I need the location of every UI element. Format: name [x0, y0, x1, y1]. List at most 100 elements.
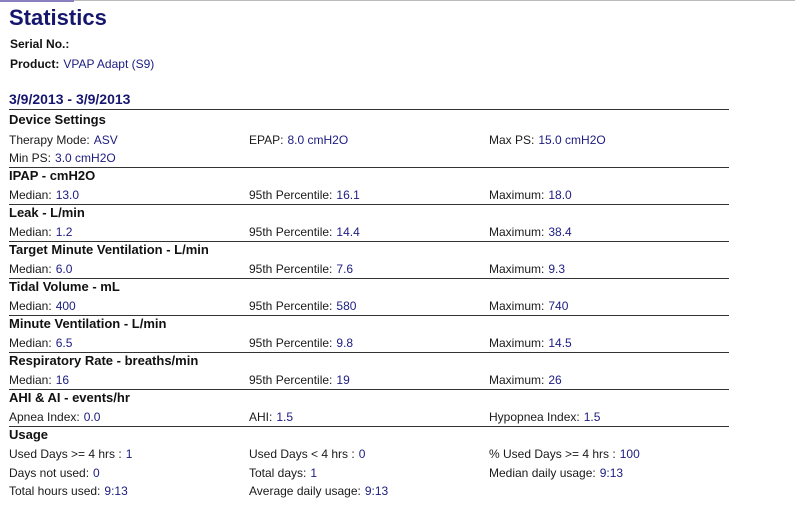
stat-item: Maximum: 38.4	[489, 224, 572, 240]
stat-value: 14.4	[336, 225, 360, 239]
stat-label: Median:	[9, 188, 52, 202]
stat-label: Median:	[9, 225, 52, 239]
section-rule	[9, 425, 729, 427]
stat-item: Median: 6.5	[9, 335, 72, 351]
product-line: Product: VPAP Adapt (S9)	[10, 56, 154, 72]
stat-label: 95th Percentile:	[249, 225, 333, 239]
date-rule	[9, 109, 729, 110]
product-label: Product:	[10, 57, 60, 71]
stat-item: Median: 13.0	[9, 187, 79, 203]
stat-item: Maximum: 740	[489, 298, 568, 314]
stat-label: Hypopnea Index:	[489, 410, 580, 424]
stat-label: AHI:	[249, 410, 273, 424]
stat-item: AHI: 1.5	[249, 409, 293, 425]
section-rule	[9, 166, 729, 168]
stat-value: 15.0 cmH2O	[538, 132, 606, 147]
stat-item: Median: 400	[9, 298, 76, 314]
stat-item: EPAP: 8.0 cmH2O	[249, 132, 348, 148]
section-rule	[9, 240, 729, 242]
section-rule	[9, 351, 729, 353]
stat-value: 6.5	[55, 336, 73, 350]
stat-item: 95th Percentile: 9.8	[249, 335, 353, 351]
page-title: Statistics	[9, 5, 107, 30]
stat-item: 95th Percentile: 580	[249, 298, 356, 314]
stat-item: Median: 16	[9, 372, 69, 388]
stat-value: 16	[55, 373, 70, 387]
section-rule	[9, 277, 729, 279]
stat-value: 7.6	[336, 262, 354, 276]
stat-value: 100	[619, 447, 640, 461]
stat-item: Maximum: 26	[489, 372, 562, 388]
stat-label: Maximum:	[489, 225, 545, 239]
section-title: Minute Ventilation - L/min	[9, 315, 167, 331]
stat-item: Median: 6.0	[9, 261, 72, 277]
stat-value: 9.3	[548, 262, 566, 276]
stat-item: Max PS: 15.0 cmH2O	[489, 132, 606, 148]
stat-label: 95th Percentile:	[249, 299, 333, 313]
stat-label: Total hours used:	[9, 484, 101, 498]
tab-accent	[0, 0, 74, 2]
stat-item: Min PS: 3.0 cmH2O	[9, 150, 116, 166]
section-rule	[9, 203, 729, 205]
stat-label: Therapy Mode:	[9, 132, 90, 147]
stat-value: ASV	[93, 132, 118, 147]
stat-item: Average daily usage: 9:13	[249, 483, 388, 499]
section-title: Tidal Volume - mL	[9, 278, 120, 294]
stat-value: 9:13	[599, 465, 624, 480]
stat-label: Median:	[9, 336, 52, 350]
stat-label: Median daily usage:	[489, 465, 596, 480]
stat-value: 740	[548, 299, 569, 313]
stat-value: 400	[55, 299, 76, 313]
stat-item: 95th Percentile: 14.4	[249, 224, 360, 240]
stat-value: 3.0 cmH2O	[55, 151, 116, 165]
stat-value: 1.2	[55, 225, 73, 239]
stat-item: Used Days >= 4 hrs :1	[9, 446, 132, 462]
section-title: Leak - L/min	[9, 204, 85, 220]
stat-label: Max PS:	[489, 132, 535, 147]
stat-item: Used Days < 4 hrs :0	[249, 446, 365, 462]
stat-value: 0.0	[83, 410, 101, 424]
stat-item: % Used Days >= 4 hrs :100	[489, 446, 640, 462]
section-rule	[9, 314, 729, 316]
stat-value: 0	[358, 447, 366, 461]
stat-value: 16.1	[336, 188, 360, 202]
stat-label: Min PS:	[9, 151, 52, 165]
stat-item: 95th Percentile: 16.1	[249, 187, 360, 203]
stat-item: Median daily usage: 9:13	[489, 465, 623, 481]
stat-item: Maximum: 9.3	[489, 261, 565, 277]
section-rule	[9, 388, 729, 390]
stat-value: 0	[93, 465, 100, 480]
stat-item: Total days: 1	[249, 465, 317, 481]
stat-value: 8.0 cmH2O	[287, 132, 349, 147]
section-title: IPAP - cmH2O	[9, 167, 96, 183]
stat-value: 1.5	[583, 410, 601, 424]
stat-item: Apnea Index: 0.0	[9, 409, 100, 425]
stat-item: Total hours used: 9:13	[9, 483, 128, 499]
section-title: Usage	[9, 426, 49, 442]
stat-label: Average daily usage:	[249, 484, 361, 498]
stat-label: EPAP:	[249, 132, 284, 147]
stat-value: 580	[336, 299, 357, 313]
stat-value: 9.8	[336, 336, 354, 350]
stat-value: 26	[548, 373, 562, 387]
section-title: Target Minute Ventilation - L/min	[9, 241, 209, 257]
stat-label: Maximum:	[489, 262, 545, 276]
stat-label: 95th Percentile:	[249, 188, 333, 202]
stat-value: 19	[336, 373, 350, 387]
stat-label: Apnea Index:	[9, 410, 80, 424]
stat-value: 9:13	[104, 484, 128, 498]
product-value: VPAP Adapt (S9)	[63, 57, 155, 71]
stat-label: Median:	[9, 373, 52, 387]
stat-value: 1.5	[276, 410, 294, 424]
stat-label: 95th Percentile:	[249, 336, 333, 350]
date-range: 3/9/2013 - 3/9/2013	[9, 91, 131, 107]
top-border	[0, 0, 795, 1]
stat-item: Days not used: 0	[9, 465, 100, 481]
stat-value: 14.5	[548, 336, 572, 350]
stat-label: Median:	[9, 299, 52, 313]
stat-value: 18.0	[548, 188, 572, 202]
stat-item: Therapy Mode: ASV	[9, 132, 118, 148]
stat-label: 95th Percentile:	[249, 373, 333, 387]
stat-label: Used Days >= 4 hrs :	[9, 447, 122, 461]
section-title: Respiratory Rate - breaths/min	[9, 352, 199, 368]
